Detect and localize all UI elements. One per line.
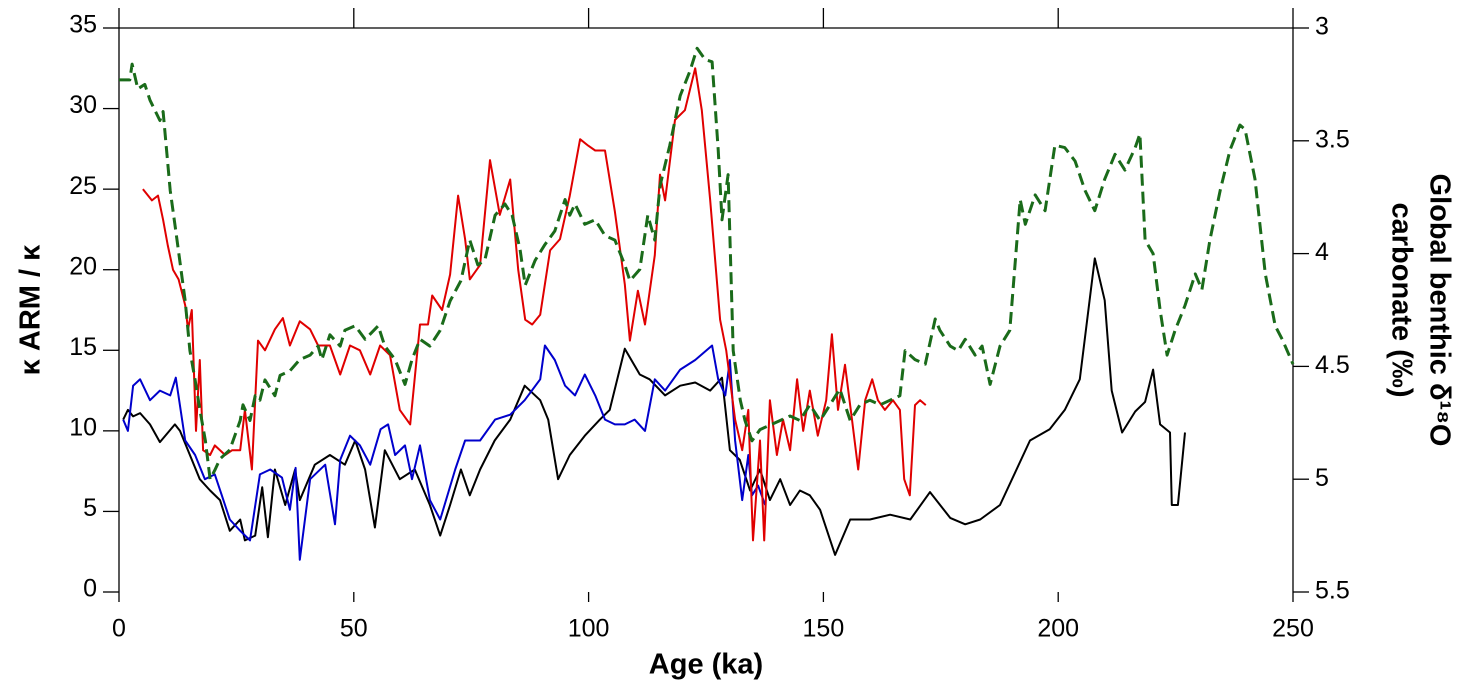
- y-tick-label: 20: [69, 252, 97, 280]
- x-tick-label: 0: [112, 615, 126, 643]
- y-tick-label: 15: [69, 333, 97, 361]
- y-tick-label: 35: [69, 11, 97, 39]
- y2-tick-label: 3.5: [1315, 125, 1350, 153]
- y-tick-label: 5: [83, 494, 97, 522]
- x-tick-label: 100: [568, 615, 610, 643]
- y-tick-label: 0: [83, 575, 97, 603]
- y-tick-label: 25: [69, 172, 97, 200]
- y-tick-label: 10: [69, 413, 97, 441]
- y2-tick-label: 4.5: [1315, 351, 1350, 379]
- data-line: [119, 46, 1295, 481]
- y2-tick-label: 5.5: [1315, 577, 1350, 605]
- x-tick-label: 200: [1037, 615, 1079, 643]
- y2-axis-label: carbonate (‰): [1385, 203, 1417, 398]
- y-axis-label: κ ARM / κ: [15, 244, 47, 375]
- data-line: [122, 257, 1186, 556]
- x-tick-label: 250: [1272, 615, 1314, 643]
- data-line: [142, 67, 927, 542]
- y-tick-label: 30: [69, 91, 97, 119]
- data-line: [122, 344, 767, 561]
- y2-tick-label: 4: [1315, 238, 1329, 266]
- x-tick-label: 150: [803, 615, 845, 643]
- y2-tick-label: 5: [1315, 464, 1329, 492]
- x-tick-label: 50: [340, 615, 368, 643]
- y2-tick-label: 3: [1315, 13, 1329, 41]
- y2-axis-label: Global benthic δ¹⁸O: [1423, 174, 1455, 447]
- x-axis-label: Age (ka): [649, 649, 763, 681]
